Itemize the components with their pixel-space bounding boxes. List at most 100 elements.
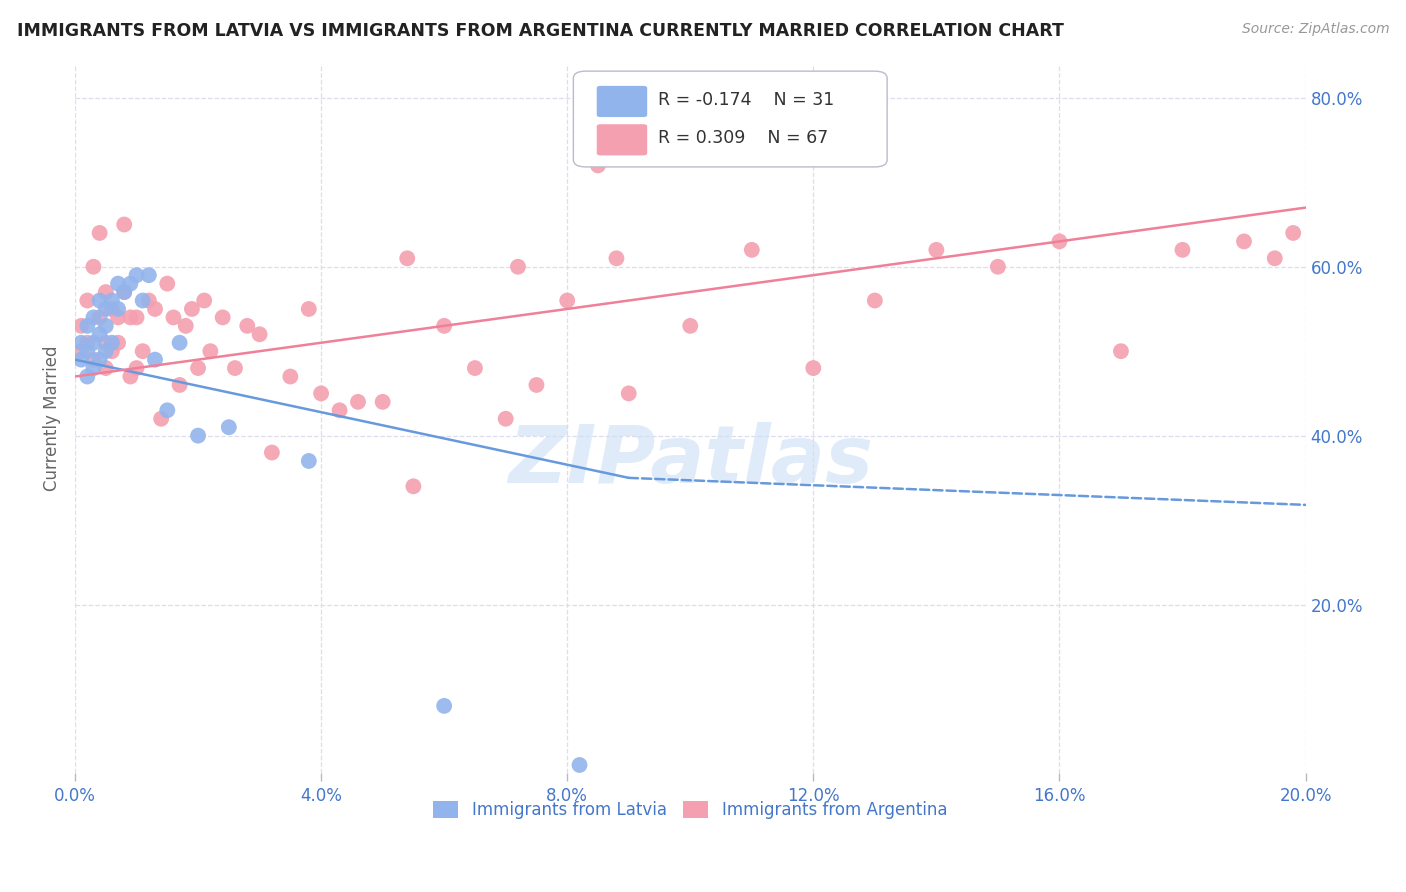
Point (89, 226, 111, 240)
Point (101, 344, 124, 359)
Point (70, 352, 93, 367)
Point (94, 335, 117, 350)
Point (187, 428, 209, 442)
Point (76, 369, 98, 384)
Point (107, 310, 129, 325)
Point (125, 361, 148, 376)
Point (211, 310, 233, 325)
Text: R = -0.174    N = 31: R = -0.174 N = 31 (658, 91, 835, 110)
Point (617, 386, 640, 401)
Point (131, 344, 153, 359)
Point (174, 318, 197, 333)
Point (298, 301, 321, 316)
Point (94, 285, 117, 299)
Point (101, 301, 124, 316)
Point (605, 252, 627, 266)
Point (371, 395, 394, 409)
Point (193, 293, 215, 308)
Point (156, 277, 179, 291)
Point (433, 698, 456, 713)
Point (526, 378, 548, 392)
Point (138, 268, 160, 283)
Point (131, 293, 153, 308)
Point (506, 260, 529, 274)
Point (89, 310, 111, 325)
Point (741, 243, 763, 257)
Point (495, 411, 517, 425)
Point (925, 243, 948, 257)
Point (120, 310, 142, 325)
Point (94, 344, 117, 359)
Point (112, 285, 135, 299)
Point (464, 361, 486, 376)
Point (82, 361, 104, 376)
Point (156, 403, 179, 417)
Point (402, 479, 425, 493)
Point (162, 310, 184, 325)
Point (76, 335, 98, 350)
Point (169, 378, 191, 392)
Text: ZIPatlas: ZIPatlas (508, 422, 873, 500)
Point (82, 335, 104, 350)
Point (101, 293, 124, 308)
Point (260, 445, 283, 459)
Point (82, 260, 104, 274)
Point (107, 301, 129, 316)
Point (150, 411, 173, 425)
Point (89, 352, 111, 367)
Point (280, 369, 302, 384)
Point (200, 344, 222, 359)
Point (1264, 252, 1286, 266)
Point (70, 344, 93, 359)
Point (94, 318, 117, 333)
Point (94, 361, 117, 376)
Point (89, 327, 111, 342)
FancyBboxPatch shape (574, 71, 887, 167)
Point (1233, 235, 1256, 249)
Legend: Immigrants from Latvia, Immigrants from Argentina: Immigrants from Latvia, Immigrants from … (426, 794, 953, 825)
Point (586, 158, 609, 172)
Point (309, 386, 332, 401)
Point (236, 318, 259, 333)
Y-axis label: Currently Married: Currently Married (44, 346, 60, 491)
Point (70, 318, 93, 333)
Point (224, 361, 246, 376)
Point (298, 454, 321, 468)
Point (347, 395, 370, 409)
Point (187, 361, 209, 376)
Point (180, 301, 202, 316)
Point (329, 403, 352, 417)
Point (396, 252, 419, 266)
Point (125, 310, 148, 325)
Point (101, 335, 124, 350)
Point (1047, 235, 1070, 249)
Point (120, 369, 142, 384)
Point (568, 758, 591, 772)
Point (143, 301, 166, 316)
Text: IMMIGRANTS FROM LATVIA VS IMMIGRANTS FROM ARGENTINA CURRENTLY MARRIED CORRELATIO: IMMIGRANTS FROM LATVIA VS IMMIGRANTS FRO… (17, 22, 1064, 40)
Point (76, 344, 98, 359)
Point (143, 352, 166, 367)
Point (555, 293, 578, 308)
FancyBboxPatch shape (596, 124, 647, 155)
Point (801, 361, 824, 376)
Point (987, 260, 1010, 274)
FancyBboxPatch shape (596, 86, 647, 117)
Point (1171, 243, 1194, 257)
Point (249, 327, 271, 342)
Point (76, 318, 98, 333)
Point (125, 268, 148, 283)
Point (89, 293, 111, 308)
Text: Source: ZipAtlas.com: Source: ZipAtlas.com (1241, 22, 1389, 37)
Point (82, 310, 104, 325)
Point (679, 318, 702, 333)
Point (1109, 344, 1132, 359)
Point (112, 285, 135, 299)
Point (120, 277, 142, 291)
Point (218, 420, 240, 434)
Point (863, 293, 886, 308)
Point (107, 277, 129, 291)
Point (94, 301, 117, 316)
Point (1282, 226, 1305, 240)
Point (70, 335, 93, 350)
